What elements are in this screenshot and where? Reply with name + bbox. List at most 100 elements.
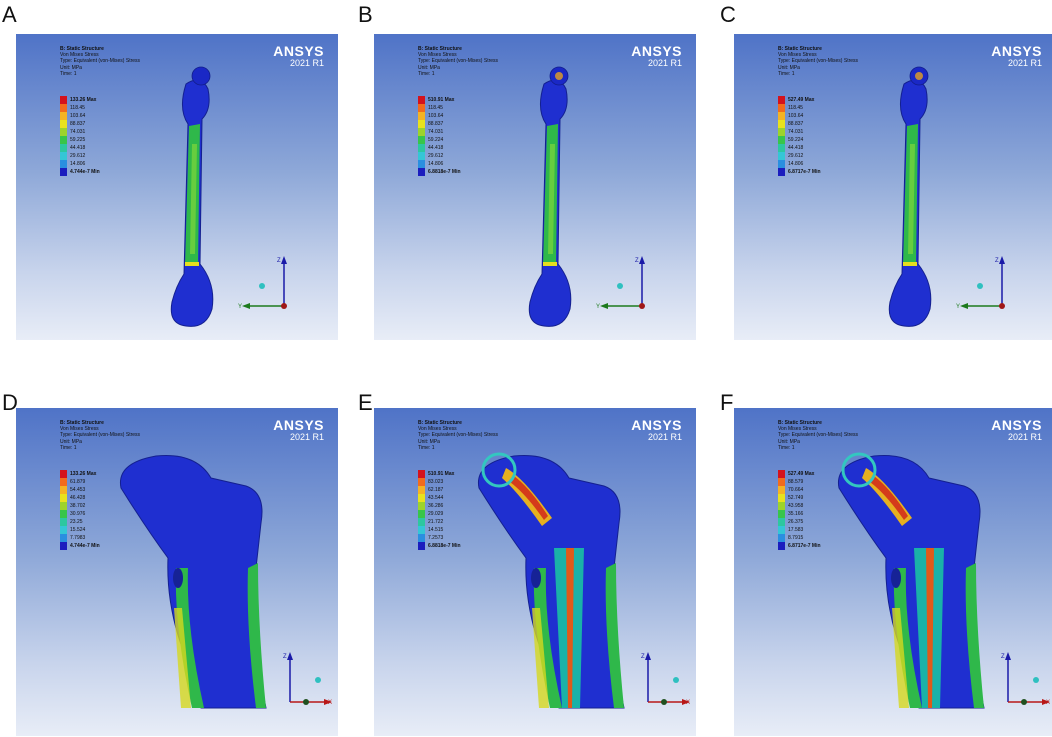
legend-value: 527.49 Max <box>788 97 815 103</box>
result-info-line: Von Mises Stress <box>778 426 817 433</box>
result-info-line: Time: 1 <box>418 444 435 451</box>
result-info-line: Time: 1 <box>778 444 795 451</box>
result-info: B: Static Structure Von Mises Stress Type:… <box>60 46 140 77</box>
legend-swatch <box>778 470 785 478</box>
legend-swatch <box>418 168 425 176</box>
result-info-line: Type: Equivalent (von-Mises) Stress <box>418 432 499 439</box>
legend-value: 14.806 <box>70 161 86 167</box>
legend-swatch <box>418 518 425 526</box>
legend-value: 103.64 <box>428 113 444 119</box>
legend-swatch <box>778 518 785 526</box>
legend-value: 14.806 <box>428 161 444 167</box>
ansys-version: 2021 R1 <box>289 58 324 68</box>
panel-letter-d: D <box>2 390 18 415</box>
legend-swatch <box>778 494 785 502</box>
axis-triad: ZX <box>1001 652 1050 706</box>
ansys-version: 2021 R1 <box>1007 432 1042 442</box>
legend-swatch <box>60 486 67 494</box>
legend-row: 74.031 <box>418 128 478 136</box>
legend-row: 14.515 <box>418 526 478 534</box>
axis-triad: ZX <box>283 652 332 706</box>
legend-value: 4.744e-7 Min <box>70 169 100 175</box>
legend-row: 30.976 <box>60 510 120 518</box>
result-info-line: Von Mises Stress <box>418 426 457 433</box>
legend-row: 59.225 <box>60 136 120 144</box>
legend-value: 118.45 <box>70 105 85 111</box>
legend-value: 118.45 <box>428 105 443 111</box>
legend-row: 118.45 <box>60 104 120 112</box>
legend-value: 26.375 <box>788 519 804 525</box>
legend-row: 46.428 <box>60 494 120 502</box>
result-info-line: Unit: MPa <box>60 64 82 71</box>
legend-row: 83.023 <box>418 478 478 486</box>
result-info-line: B: Static Structure <box>778 420 822 426</box>
legend-swatch <box>778 104 785 112</box>
bone-model <box>528 66 572 327</box>
legend-swatch <box>778 144 785 152</box>
stress-legend: 527.49 Max 118.45 103.64 88.837 74.031 59.224… <box>778 96 838 176</box>
legend-value: 510.91 Max <box>428 97 455 103</box>
result-info: B: Static Structure Von Mises Stress Type:… <box>778 420 858 451</box>
legend-swatch <box>60 128 67 136</box>
legend-swatch <box>60 120 67 128</box>
legend-value: 29.612 <box>428 153 444 159</box>
result-info-line: B: Static Structure <box>418 46 462 52</box>
ansys-brand: ANSYS <box>991 43 1042 59</box>
legend-value: 4.744e-7 Min <box>70 543 100 549</box>
legend-swatch <box>60 518 67 526</box>
result-panel-a: B: Static Structure Von Mises Stress Type:… <box>16 34 338 340</box>
ansys-brand: ANSYS <box>991 417 1042 433</box>
legend-value: 52.749 <box>788 495 804 501</box>
result-info-line: Unit: MPa <box>418 438 440 445</box>
legend-row: 74.031 <box>778 128 838 136</box>
panel-letter-c: C <box>720 2 736 27</box>
legend-row: 4.744e-7 Min <box>60 168 120 176</box>
legend-row: 133.26 Max <box>60 96 120 104</box>
ansys-version: 2021 R1 <box>1007 58 1042 68</box>
legend-value: 44.418 <box>70 145 86 151</box>
panel-letter-f: F <box>720 390 734 415</box>
legend-swatch <box>778 526 785 534</box>
legend-swatch <box>778 486 785 494</box>
legend-value: 133.26 Max <box>70 471 97 477</box>
legend-swatch <box>418 478 425 486</box>
legend-value: 15.524 <box>70 527 86 533</box>
axis-label-y: Y <box>956 304 960 310</box>
stress-legend: 510.91 Max 83.023 62.187 43.544 36.286 29.029… <box>418 470 478 550</box>
legend-row: 15.524 <box>60 526 120 534</box>
legend-row: 44.418 <box>60 144 120 152</box>
result-panel-d: B: Static Structure Von Mises Stress Type:… <box>16 408 338 736</box>
legend-swatch <box>778 478 785 486</box>
legend-row: 7.2573 <box>418 534 478 542</box>
legend-value: 74.031 <box>70 129 86 135</box>
legend-value: 59.224 <box>788 137 804 143</box>
stress-legend: 133.26 Max 61.879 54.453 46.428 38.702 30.976… <box>60 470 120 550</box>
legend-swatch <box>60 168 67 176</box>
legend-swatch <box>60 96 67 104</box>
legend-value: 8.7915 <box>788 535 804 541</box>
legend-swatch <box>778 502 785 510</box>
legend-row: 35.166 <box>778 510 838 518</box>
legend-row: 59.224 <box>418 136 478 144</box>
legend-value: 118.45 <box>788 105 803 111</box>
result-info-line: Type: Equivalent (von-Mises) Stress <box>60 58 141 65</box>
axis-label-z: Z <box>635 258 639 264</box>
result-info-line: B: Static Structure <box>60 46 104 52</box>
legend-value: 59.224 <box>428 137 444 143</box>
ansys-logo: ANSYS 2021 R1 <box>991 44 1042 68</box>
ansys-version: 2021 R1 <box>647 58 682 68</box>
result-info-line: Unit: MPa <box>60 438 82 445</box>
ansys-logo: ANSYS 2021 R1 <box>631 418 682 442</box>
legend-row: 14.806 <box>778 160 838 168</box>
legend-swatch <box>418 534 425 542</box>
legend-row: 29.612 <box>418 152 478 160</box>
legend-swatch <box>60 494 67 502</box>
axis-label-y: Y <box>238 304 242 310</box>
legend-swatch <box>418 510 425 518</box>
legend-row: 88.837 <box>418 120 478 128</box>
legend-value: 88.837 <box>788 121 804 127</box>
axis-label-z: Z <box>995 258 999 264</box>
legend-value: 88.837 <box>428 121 444 127</box>
legend-value: 54.453 <box>70 487 86 493</box>
legend-swatch <box>778 510 785 518</box>
